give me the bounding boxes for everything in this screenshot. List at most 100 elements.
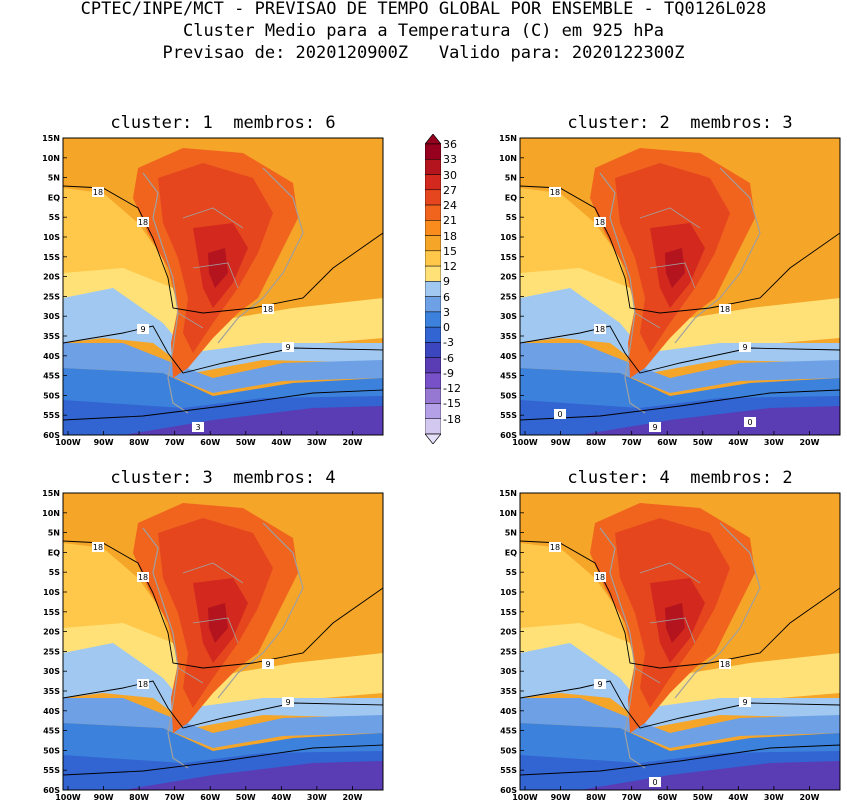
contour-label-text: 18	[595, 218, 605, 227]
colorbar-bottom-arrow	[424, 433, 442, 445]
contour-label: 9	[739, 342, 751, 352]
lon-label: 40W	[271, 438, 291, 447]
lat-label: EQ	[48, 548, 60, 557]
contour-label: 18	[594, 217, 606, 227]
lat-label: 45S	[43, 727, 60, 736]
contour-label-bg	[649, 777, 661, 787]
map-svg: 15N 10N 5N EQ 5S 10S 15S 20S 25S 30S 35S 40S 45S 50S 5…	[499, 134, 841, 447]
lat-label: 45S	[43, 372, 60, 381]
lat-label: 60S	[43, 786, 60, 795]
contour-label-text: 18	[138, 680, 148, 689]
lat-label: 10S	[43, 233, 60, 242]
contour-label: 0	[554, 409, 566, 419]
contour-18	[63, 540, 383, 669]
lat-label: 15N	[42, 489, 60, 498]
colorbar-segment	[424, 281, 442, 297]
colorbar-segment	[424, 403, 442, 419]
contour-0	[63, 744, 383, 776]
map-panel-4: 15N 10N 5N EQ 5S 10S 15S 20S 25S 30S 35S 40S 45S 50S 5…	[499, 489, 841, 802]
map-area: 15N 10N 5N EQ 5S 10S 15S 20S 25S 30S 35S 40S 45S 50S 5…	[42, 134, 384, 447]
contour-label: 9	[594, 679, 606, 689]
contour-label: 9	[282, 697, 294, 707]
country-borders	[634, 207, 701, 329]
contour-label-text: 18	[138, 218, 148, 227]
colorbar-label: 30	[443, 168, 457, 182]
field-land-33	[208, 248, 228, 288]
lon-label: 80W	[129, 793, 149, 802]
colorbar-segment	[424, 174, 442, 191]
contour-label-text: 18	[263, 305, 273, 314]
lat-label: 30S	[500, 312, 517, 321]
map-panel-2: 15N 10N 5N EQ 5S 10S 15S 20S 25S 30S 35S 40S 45S 50S 5…	[499, 134, 841, 447]
colorbar-segment	[424, 189, 442, 206]
lat-label: 10N	[499, 154, 517, 163]
lat-label: EQ	[48, 193, 60, 202]
lon-label: 100W	[512, 793, 538, 802]
colorbar-label: 15	[443, 244, 457, 258]
colorbar-segment	[424, 357, 442, 374]
lon-label: 20W	[799, 793, 819, 802]
country-borders	[177, 562, 244, 684]
lat-label: 15N	[499, 134, 517, 143]
contour-label: 18	[137, 217, 149, 227]
lon-label: 30W	[307, 438, 327, 447]
lat-label: 35S	[500, 332, 517, 341]
lat-label: 5S	[49, 568, 61, 577]
contour-label-bg	[137, 324, 149, 334]
lat-label: 45S	[500, 727, 517, 736]
map-frame	[62, 492, 384, 791]
lon-label: 50W	[693, 438, 713, 447]
contour-label-text: 18	[720, 305, 730, 314]
contour-label-text: 18	[550, 188, 560, 197]
contour-label-bg	[192, 422, 204, 432]
contour-label: 18	[92, 187, 104, 197]
map-area: 15N 10N 5N EQ 5S 10S 15S 20S 25S 30S 35S 40S 45S 50S 5…	[42, 489, 384, 802]
contour-label-text: 18	[595, 573, 605, 582]
contour-label-bg	[92, 187, 104, 197]
lat-label: 25S	[43, 647, 60, 656]
colorbar-segment	[424, 235, 442, 252]
colorbar-segment	[424, 265, 442, 282]
contour-label: 18	[549, 542, 561, 552]
lat-label: 55S	[43, 411, 60, 420]
field-band-6	[63, 698, 383, 748]
lat-label: 5N	[505, 174, 517, 183]
contour-label: 18	[92, 542, 104, 552]
panel-title-2: cluster: 2 membros: 3	[567, 113, 793, 133]
lon-label: 90W	[551, 438, 571, 447]
lon-label: 50W	[236, 793, 256, 802]
lat-label: 10S	[43, 588, 60, 597]
contour-9	[520, 325, 840, 374]
colorbar-label: 0	[443, 321, 450, 335]
lat-label: 10S	[500, 233, 517, 242]
lon-label: 90W	[551, 793, 571, 802]
contour-label: 18	[594, 572, 606, 582]
lat-label: 5S	[49, 213, 61, 222]
colorbar	[424, 133, 442, 448]
contour-label-bg	[739, 697, 751, 707]
lat-label: EQ	[505, 193, 517, 202]
map-frame	[62, 137, 384, 436]
field-band-9	[520, 643, 840, 728]
header-line-2: Cluster Medio para a Temperatura (C) em …	[182, 21, 665, 41]
colorbar-segment	[424, 159, 442, 175]
map-area: 15N 10N 5N EQ 5S 10S 15S 20S 25S 30S 35S 40S 45S 50S 5…	[499, 134, 841, 447]
lat-label: 35S	[43, 332, 60, 341]
lat-label: 30S	[500, 667, 517, 676]
map-fields	[520, 493, 840, 790]
contour-label-bg	[137, 217, 149, 227]
colorbar-label: -3	[443, 336, 454, 350]
lat-label: 5N	[505, 529, 517, 538]
contour-0	[520, 744, 840, 776]
lat-label: 50S	[500, 391, 517, 400]
field-pacific-15	[520, 543, 630, 653]
lat-label: 10N	[42, 509, 60, 518]
contour-label-text: 18	[138, 573, 148, 582]
lat-label: 10S	[500, 588, 517, 597]
field-band-6	[520, 698, 840, 748]
lon-label: 20W	[342, 793, 362, 802]
contour-label: 3	[192, 422, 204, 432]
contour-9	[63, 325, 383, 374]
lat-label: 15S	[43, 608, 60, 617]
field-land-33	[208, 603, 228, 643]
